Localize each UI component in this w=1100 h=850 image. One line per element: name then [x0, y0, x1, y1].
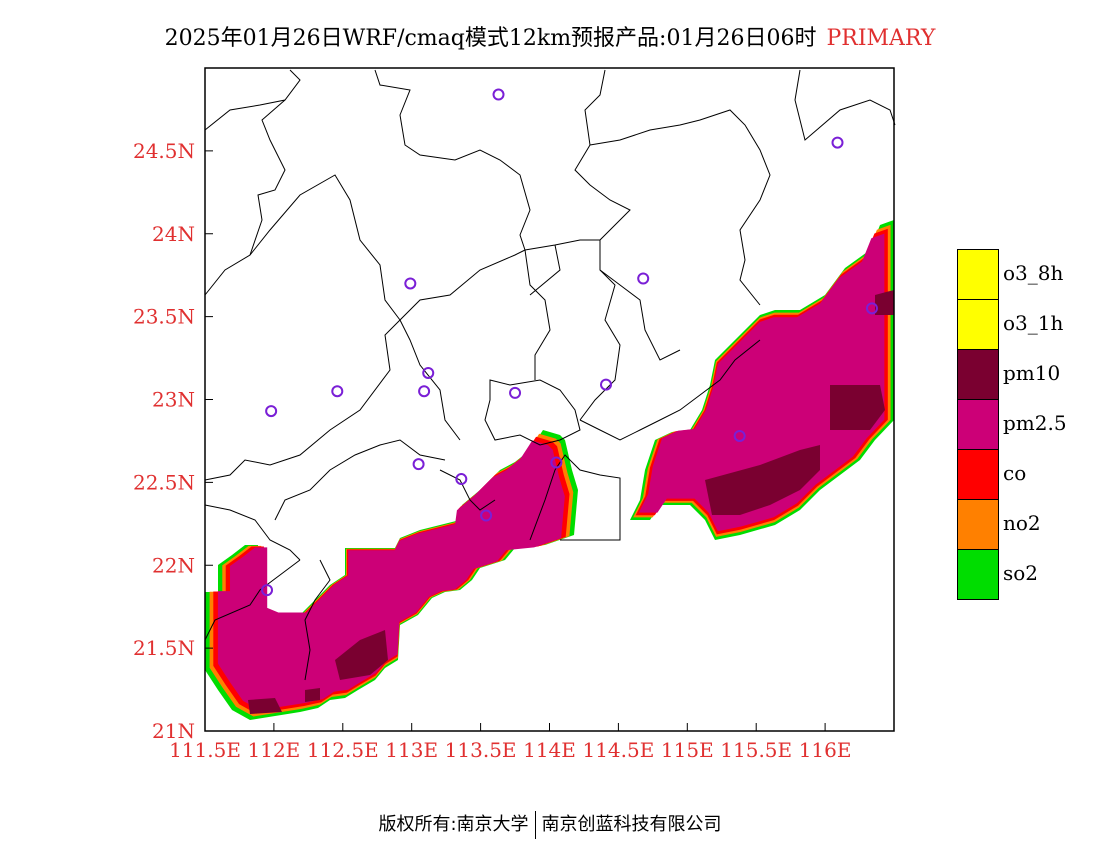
- x-axis: 111.5E 112E 112.5E 113E 113.5E 114E 114.5E 115E…: [169, 723, 851, 762]
- pm25-zone: [217, 440, 565, 711]
- station-markers: [261, 88, 878, 597]
- pm10-zone: [248, 698, 282, 714]
- y-axis: 21N 21.5N 22N 22.5N 23N 23.5N 24N 24.5N: [133, 139, 213, 743]
- border-line: [589, 109, 771, 306]
- station-marker: [455, 473, 468, 486]
- legend-label: no2: [1003, 511, 1041, 535]
- border-line: [579, 339, 761, 441]
- station-marker: [422, 366, 435, 379]
- y-tick-label: 21N: [152, 719, 195, 743]
- border-line: [204, 69, 301, 131]
- pollutant-bands: [205, 220, 894, 720]
- legend-label: o3_1h: [1003, 311, 1064, 335]
- border-line: [249, 174, 401, 321]
- pm10-zone: [305, 688, 320, 702]
- border-line: [204, 99, 286, 296]
- x-tick-label: 115.5E: [720, 738, 792, 762]
- station-marker: [265, 405, 278, 418]
- legend-swatch: [957, 249, 999, 299]
- y-tick-label: 24.5N: [133, 139, 195, 163]
- y-tick-label: 22.5N: [133, 470, 195, 494]
- legend-swatch: [957, 349, 999, 399]
- border-line: [484, 379, 581, 446]
- border-line: [374, 69, 531, 251]
- title-main: 2025年01月26日WRF/cmaq模式12km预报产品:01月26日06时: [164, 26, 817, 51]
- border-line: [794, 69, 896, 141]
- y-tick-label: 23.5N: [133, 305, 195, 329]
- x-tick-label: 116E: [799, 738, 852, 762]
- station-marker: [480, 509, 493, 522]
- title-tag: PRIMARY: [826, 26, 936, 51]
- legend-swatch: [957, 299, 999, 349]
- legend-swatch: [957, 549, 999, 600]
- border-line: [439, 469, 496, 511]
- station-marker: [412, 458, 425, 471]
- legend-swatch: [957, 449, 999, 499]
- border-line: [524, 249, 551, 380]
- admin-borders: [204, 69, 896, 681]
- station-marker: [331, 385, 344, 398]
- legend-label: pm10: [1003, 361, 1061, 385]
- border-line: [204, 504, 301, 561]
- pm10-zone: [705, 445, 820, 515]
- border-line: [579, 269, 621, 421]
- station-marker: [599, 378, 612, 391]
- border-line: [399, 319, 461, 441]
- chart-title: 2025年01月26日WRF/cmaq模式12km预报产品:01月26日06时 P…: [0, 20, 1100, 52]
- station-marker: [404, 277, 417, 290]
- footer-right: 南京创蓝科技有限公司: [541, 814, 722, 835]
- legend-label: o3_8h: [1003, 261, 1064, 285]
- border-line: [574, 69, 681, 361]
- footer-divider: [534, 811, 536, 839]
- x-tick-label: 112.5E: [307, 738, 379, 762]
- station-marker: [550, 456, 563, 469]
- border-line: [524, 239, 600, 251]
- pm10-zone: [875, 290, 894, 315]
- station-marker: [261, 584, 274, 597]
- x-tick-label: 111.5E: [169, 738, 241, 762]
- copyright-footer: 版权所有:南京大学 南京创蓝科技有限公司: [0, 810, 1100, 839]
- border-line: [274, 439, 446, 521]
- border-line: [529, 454, 621, 541]
- y-tick-label: 23N: [152, 388, 195, 412]
- border-line: [304, 559, 331, 681]
- x-tick-label: 113.5E: [445, 738, 517, 762]
- pm10-zone: [335, 630, 388, 680]
- y-tick-label: 21.5N: [133, 636, 195, 660]
- border-line: [529, 244, 561, 296]
- x-tick-label: 113E: [385, 738, 438, 762]
- pm25-zone: [638, 233, 885, 532]
- legend-label: pm2.5: [1003, 411, 1067, 435]
- legend-label: co: [1003, 461, 1027, 485]
- legend-label: so2: [1003, 561, 1039, 585]
- station-marker: [865, 302, 878, 315]
- y-tick-label: 24N: [152, 222, 195, 246]
- station-marker: [509, 386, 522, 399]
- station-marker: [831, 136, 844, 149]
- footer-left: 版权所有:南京大学: [378, 814, 529, 835]
- x-tick-label: 115E: [661, 738, 714, 762]
- station-marker: [733, 429, 746, 442]
- pm10-zone: [830, 385, 885, 430]
- station-marker: [637, 272, 650, 285]
- x-tick-label: 114E: [523, 738, 576, 762]
- border-line: [204, 559, 301, 641]
- y-tick-label: 22N: [152, 553, 195, 577]
- x-tick-label: 114.5E: [582, 738, 654, 762]
- border-line: [204, 249, 526, 481]
- legend-swatch: [957, 399, 999, 449]
- legend-swatch: [957, 499, 999, 549]
- station-marker: [492, 88, 505, 101]
- x-tick-label: 112E: [248, 738, 301, 762]
- station-marker: [418, 385, 431, 398]
